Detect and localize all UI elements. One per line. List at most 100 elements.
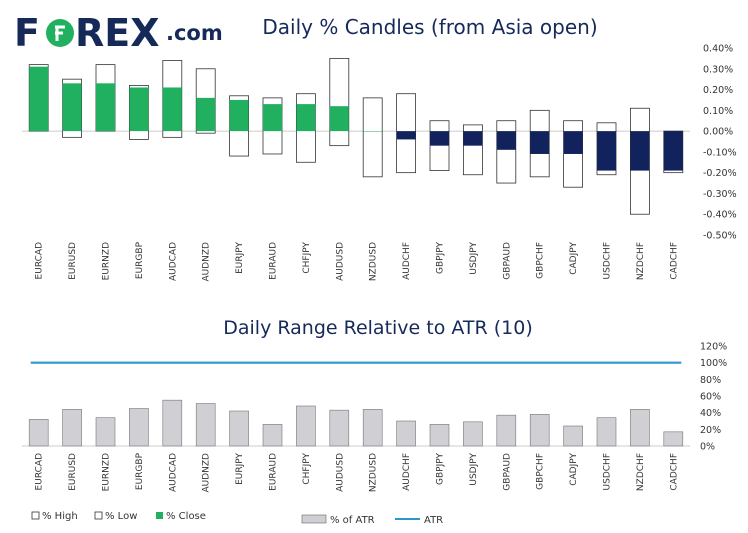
logo-dot-com: .com <box>166 21 223 45</box>
atr-pct-bar <box>95 417 116 447</box>
atr-pct-bar <box>62 409 82 447</box>
atr-pct-bar <box>429 424 450 447</box>
atr-pct-bar <box>262 424 283 447</box>
atr-pct-bar <box>529 414 550 447</box>
candle-close-body <box>597 131 616 171</box>
candle-close-body <box>129 87 149 132</box>
atr-x-label: NZDUSD <box>369 453 379 492</box>
logo-rex: REX <box>75 11 160 55</box>
candles-x-label: CHFJPY <box>302 242 312 274</box>
atr-pct-bar <box>195 403 216 447</box>
atr-pct-bar <box>396 420 416 447</box>
candles-y-tick: 0.40% <box>703 44 733 55</box>
candle-range-box <box>329 57 350 147</box>
candles-y-tick: 0.10% <box>703 106 733 117</box>
atr-x-label: EURUSD <box>68 453 78 491</box>
candles-x-label: CADCHF <box>669 242 679 280</box>
atr-x-label: EURAUD <box>269 453 279 491</box>
candles-chart-title: Daily % Candles (from Asia open) <box>262 15 597 39</box>
candles-x-label: EURCAD <box>35 242 45 280</box>
candles-x-label: GBPCHF <box>536 242 546 279</box>
candles-x-label: NZDUSD <box>369 242 379 281</box>
candles-y-tick: 0.30% <box>703 64 733 75</box>
atr-x-label: AUDNZD <box>202 453 212 493</box>
candle-close-body <box>263 104 282 132</box>
atr-pct-bar <box>362 409 383 447</box>
atr-x-label: EURGBP <box>135 452 145 490</box>
candles-x-label: GBPAUD <box>502 242 512 280</box>
atr-y-tick: 80% <box>700 375 721 386</box>
candles-y-tick: -0.50% <box>703 231 737 242</box>
legend-close-swatch <box>156 512 163 519</box>
candle-range-box <box>362 97 383 178</box>
atr-y-tick: 60% <box>700 392 721 403</box>
atr-x-label: AUDUSD <box>335 453 345 492</box>
atr-legend: % of ATR ATR <box>301 514 443 526</box>
candle-close-body <box>396 131 416 140</box>
atr-y-tick: 20% <box>700 425 721 436</box>
candles-x-label: USDJPY <box>469 242 479 275</box>
candle-close-body <box>530 131 550 154</box>
candle-close-body <box>229 99 249 132</box>
atr-y-tick: 40% <box>700 408 721 419</box>
legend-atr-line-label: ATR <box>424 515 443 526</box>
candles-x-label: USDCHF <box>603 242 613 279</box>
atr-pct-bar <box>630 409 650 447</box>
candle-close-body <box>430 131 449 146</box>
candle-range-box <box>496 120 517 184</box>
legend-high-swatch <box>31 511 40 520</box>
candle-close-body <box>96 83 115 132</box>
candles-legend: % High % Low % Close <box>31 511 206 522</box>
atr-x-label: EURNZD <box>102 453 112 491</box>
atr-x-label: GBPAUD <box>502 453 512 491</box>
legend-high-label: % High <box>42 511 78 522</box>
atr-x-label: USDJPY <box>469 453 479 486</box>
candles-x-label: AUDUSD <box>335 242 345 281</box>
atr-x-label: EURCAD <box>35 453 45 491</box>
atr-pct-bar <box>296 405 316 447</box>
candle-close-body <box>329 106 349 132</box>
candles-x-label: AUDNZD <box>202 242 212 282</box>
atr-x-label: AUDCAD <box>168 453 178 492</box>
atr-x-label: NZDCHF <box>636 453 646 491</box>
atr-x-label: GBPCHF <box>536 453 546 490</box>
atr-pct-bar <box>28 419 49 447</box>
atr-x-label: GBPJPY <box>436 453 446 485</box>
candle-close-body <box>29 66 49 132</box>
candle-close-body <box>296 104 316 132</box>
candles-x-label: GBPJPY <box>436 242 446 274</box>
legend-low-label: % Low <box>105 511 137 522</box>
atr-pct-bar <box>129 408 149 447</box>
atr-pct-bar <box>329 409 350 447</box>
candles-y-tick: -0.30% <box>703 189 737 200</box>
legend-atr-pct-label: % of ATR <box>330 515 375 526</box>
atr-pct-bar <box>563 425 583 447</box>
candle-close-body <box>463 131 483 146</box>
forex-logo: F REX .com <box>14 11 223 55</box>
candles-plot: 0.40% 0.30% 0.20% 0.10% 0.00% -0.10% -0.20% -0.… <box>22 44 737 282</box>
candle-close-body <box>563 131 583 154</box>
atr-pct-bar <box>496 414 517 447</box>
atr-x-label: AUDCHF <box>402 453 412 491</box>
atr-y-tick: 100% <box>700 358 727 369</box>
candles-y-tick: -0.10% <box>703 147 737 158</box>
atr-pct-bar <box>596 417 617 447</box>
candles-x-label: NZDCHF <box>636 242 646 280</box>
atr-chart-title: Daily Range Relative to ATR (10) <box>223 317 533 339</box>
atr-x-label: CADJPY <box>569 453 579 486</box>
atr-x-label: CHFJPY <box>302 453 312 485</box>
candles-x-label: AUDCAD <box>168 242 178 281</box>
candles-x-label: EURGBP <box>135 241 145 279</box>
legend-low-swatch <box>94 511 103 520</box>
candle-close-body <box>62 83 82 132</box>
candles-y-tick: 0.00% <box>703 127 733 138</box>
atr-y-tick: 120% <box>700 342 727 353</box>
legend-close-label: % Close <box>166 511 206 522</box>
candles-x-label: CADJPY <box>569 242 579 275</box>
atr-x-label: USDCHF <box>603 453 613 490</box>
logo-f: F <box>14 11 40 55</box>
candle-close-body <box>363 131 383 132</box>
candles-x-label: EURJPY <box>235 242 245 274</box>
candles-y-tick: -0.20% <box>703 168 737 179</box>
